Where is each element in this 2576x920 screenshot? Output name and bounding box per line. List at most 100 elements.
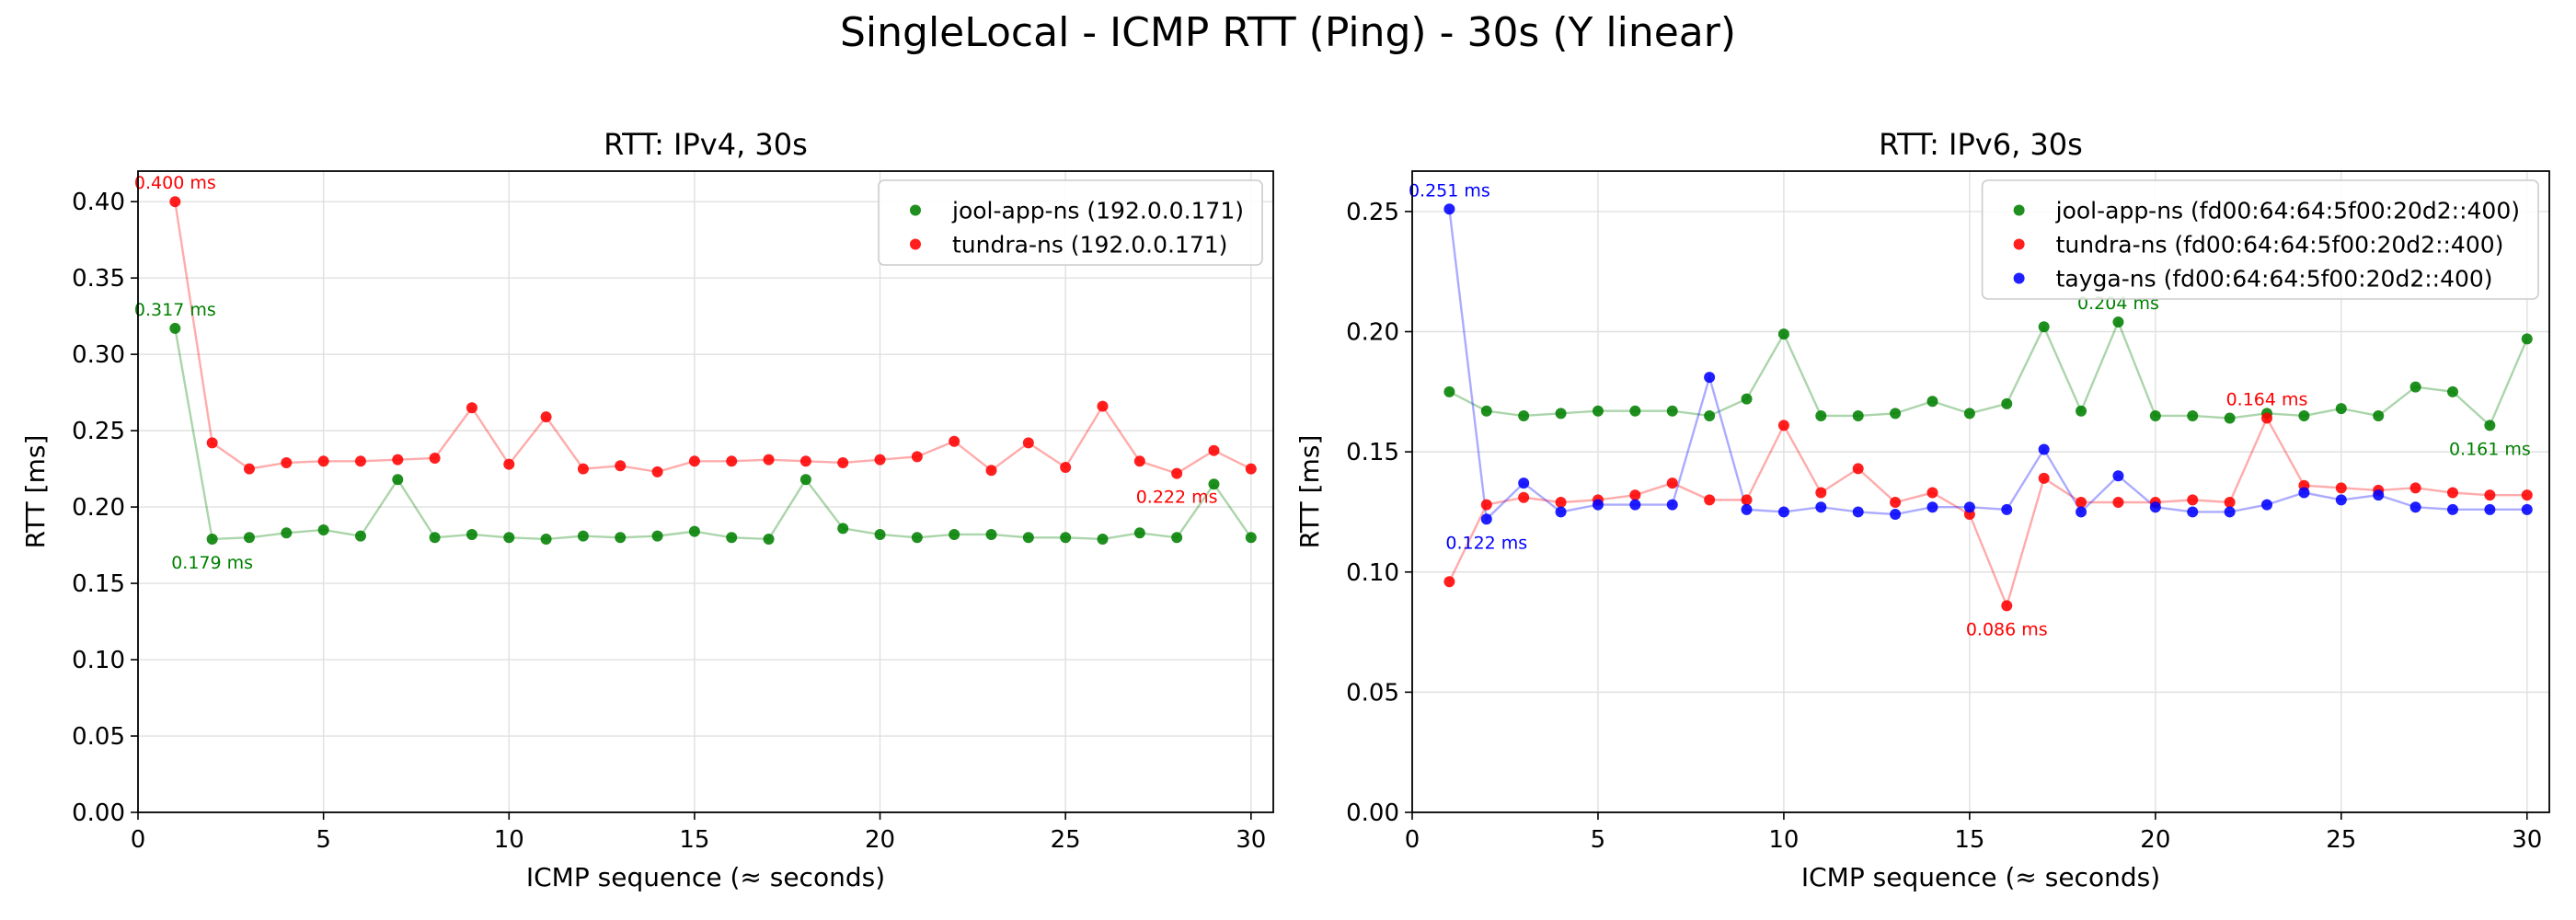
data-point-series-2 bbox=[2446, 487, 2458, 499]
data-point-series-1 bbox=[1704, 409, 1716, 421]
legend-marker bbox=[2013, 204, 2025, 216]
data-point-series-2 bbox=[911, 451, 923, 463]
data-point-series-3 bbox=[2446, 503, 2458, 515]
data-point-series-2 bbox=[1208, 444, 1220, 456]
data-point-series-1 bbox=[2149, 409, 2161, 421]
data-point-series-3 bbox=[1815, 501, 1827, 513]
data-point-series-2 bbox=[206, 437, 218, 449]
data-point-series-1 bbox=[206, 533, 218, 545]
legend: jool-app-ns (fd00:64:64:5f00:20d2::400)t… bbox=[1981, 179, 2539, 300]
data-point-series-3 bbox=[1963, 501, 1975, 513]
data-point-series-3 bbox=[1890, 509, 1902, 521]
data-point-series-1 bbox=[317, 523, 329, 535]
data-point-series-1 bbox=[911, 532, 923, 544]
data-label: 0.400 ms bbox=[134, 173, 216, 193]
y-tick-label: 0.00 bbox=[1346, 799, 1399, 827]
y-tick-label: 0.25 bbox=[72, 418, 125, 445]
figure-title: SingleLocal - ICMP RTT (Ping) - 30s (Y l… bbox=[839, 9, 1736, 56]
y-tick-label: 0.10 bbox=[1346, 559, 1399, 587]
x-tick-label: 20 bbox=[2140, 826, 2170, 854]
y-tick-label: 0.20 bbox=[1346, 319, 1399, 347]
data-point-series-2 bbox=[503, 458, 515, 470]
data-point-series-1 bbox=[1890, 408, 1902, 420]
data-point-series-2 bbox=[429, 452, 441, 464]
data-point-series-2 bbox=[281, 456, 293, 468]
x-tick-label: 30 bbox=[2512, 826, 2542, 854]
series-line-3 bbox=[1448, 209, 2527, 522]
series-line-1 bbox=[174, 328, 1252, 541]
data-point-series-1 bbox=[1518, 409, 1530, 421]
data-point-series-1 bbox=[1443, 385, 1455, 397]
series-line-2 bbox=[1448, 415, 2527, 609]
data-label: 0.164 ms bbox=[2226, 390, 2308, 410]
legend-marker bbox=[910, 204, 921, 216]
data-point-series-2 bbox=[1022, 437, 1034, 449]
data-point-series-2 bbox=[1852, 463, 1864, 475]
data-label: 0.161 ms bbox=[2449, 439, 2531, 459]
data-point-series-2 bbox=[1133, 455, 1145, 467]
y-tick-label: 0.20 bbox=[72, 494, 125, 522]
x-tick-label: 0 bbox=[1405, 826, 1420, 854]
data-point-series-3 bbox=[1852, 506, 1864, 518]
y-tick-label: 0.15 bbox=[1346, 439, 1399, 466]
data-point-series-1 bbox=[837, 523, 849, 535]
data-point-series-3 bbox=[1666, 499, 1678, 511]
data-point-series-1 bbox=[726, 532, 738, 544]
data-label: 0.317 ms bbox=[134, 300, 216, 320]
data-point-series-1 bbox=[615, 532, 627, 544]
data-point-series-1 bbox=[1208, 478, 1220, 490]
data-point-series-2 bbox=[1926, 487, 1938, 499]
data-point-series-1 bbox=[1133, 527, 1145, 539]
data-point-series-1 bbox=[1060, 532, 1072, 544]
legend-label: tundra-ns (fd00:64:64:5f00:20d2::400) bbox=[2056, 232, 2504, 259]
y-tick-label: 0.35 bbox=[72, 265, 125, 293]
x-axis-label: ICMP sequence (≈ seconds) bbox=[1801, 862, 2160, 892]
legend: jool-app-ns (192.0.0.171) tundra-ns (192.… bbox=[878, 179, 1263, 266]
y-axis-label: RTT [ms] bbox=[1294, 435, 1325, 549]
data-point-series-1 bbox=[281, 527, 293, 539]
data-point-series-2 bbox=[2335, 482, 2347, 494]
data-point-series-2 bbox=[317, 455, 329, 467]
data-point-series-3 bbox=[2001, 503, 2013, 515]
data-point-series-3 bbox=[2224, 506, 2236, 518]
data-point-series-3 bbox=[1741, 503, 1753, 515]
data-point-series-1 bbox=[2373, 409, 2385, 421]
legend-marker bbox=[910, 238, 921, 250]
data-point-series-2 bbox=[2224, 496, 2236, 508]
data-point-series-1 bbox=[651, 530, 663, 542]
x-tick-label: 15 bbox=[1954, 826, 1984, 854]
data-point-series-3 bbox=[2149, 501, 2161, 513]
data-point-series-1 bbox=[2409, 381, 2421, 393]
data-point-series-1 bbox=[1592, 405, 1604, 417]
x-tick-label: 25 bbox=[2326, 826, 2356, 854]
data-point-series-2 bbox=[1555, 496, 1567, 508]
data-point-series-1 bbox=[1815, 409, 1827, 421]
legend-label: jool-app-ns (192.0.0.171) bbox=[951, 198, 1244, 224]
data-point-series-1 bbox=[1741, 393, 1753, 405]
x-tick-label: 5 bbox=[1591, 826, 1606, 854]
data-point-series-1 bbox=[2521, 333, 2533, 345]
data-point-series-3 bbox=[2484, 503, 2496, 515]
data-point-series-2 bbox=[392, 454, 404, 466]
data-point-series-3 bbox=[2261, 499, 2273, 511]
y-axis-label: RTT [ms] bbox=[20, 435, 51, 549]
x-tick-label: 10 bbox=[494, 826, 524, 854]
data-point-series-1 bbox=[503, 532, 515, 544]
data-point-series-1 bbox=[1555, 408, 1567, 420]
data-point-series-2 bbox=[763, 454, 775, 466]
x-axis-label: ICMP sequence (≈ seconds) bbox=[526, 862, 885, 892]
data-point-series-3 bbox=[2038, 443, 2050, 455]
data-point-series-2 bbox=[2076, 496, 2087, 508]
chart-title: RTT: IPv4, 30s bbox=[604, 127, 808, 162]
data-point-series-1 bbox=[2001, 397, 2013, 409]
data-point-series-2 bbox=[1777, 420, 1789, 431]
data-point-series-2 bbox=[577, 463, 589, 475]
legend-marker bbox=[2013, 238, 2025, 250]
data-point-series-1 bbox=[1171, 532, 1183, 544]
data-point-series-3 bbox=[2298, 487, 2310, 499]
data-point-series-2 bbox=[837, 456, 849, 468]
data-label: 0.086 ms bbox=[1966, 619, 2048, 639]
data-point-series-3 bbox=[2187, 506, 2199, 518]
data-point-series-2 bbox=[985, 465, 997, 477]
